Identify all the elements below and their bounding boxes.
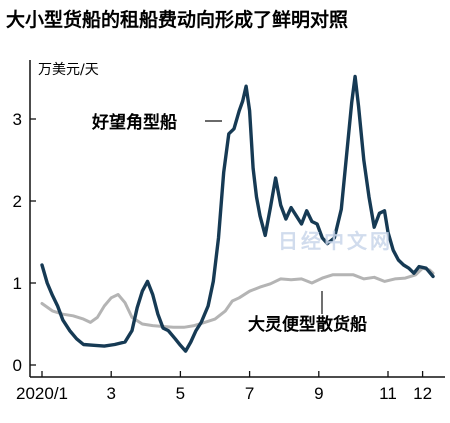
x-tick-label-6: 12 [413,384,432,403]
series-line-capesize [40,74,435,353]
y-tick-label-1: 1 [13,274,22,293]
y-axis-ticks: 0 1 2 3 [13,110,36,375]
series-label-handysize-group: 大灵便型散货船 [248,291,367,335]
x-tick-label-3: 7 [245,384,254,403]
y-tick-label-3: 3 [13,110,22,129]
series-label-capesize-group: 好望角型船 [91,112,222,133]
y-axis-unit: 万美元/天 [38,62,99,78]
series-label-capesize: 好望角型船 [91,112,177,133]
axes [29,60,445,378]
series-layer [40,74,435,353]
x-tick-label-2: 5 [176,384,185,403]
y-tick-label-0: 0 [13,356,22,375]
chart-title: 大小型货船的租船费动向形成了鲜明对照 [6,8,348,31]
x-tick-label-4: 9 [314,384,323,403]
series-label-handysize: 大灵便型散货船 [248,314,367,335]
y-tick-label-2: 2 [13,192,22,211]
x-tick-label-5: 11 [379,384,397,403]
series-line-handysize [40,266,435,329]
x-tick-label-1: 3 [106,384,115,403]
watermark: 日经中文网 [278,229,393,253]
x-tick-label-0: 2020/1 [16,384,68,403]
x-axis-ticks: 2020/1 3 5 7 9 11 12 [16,371,432,403]
